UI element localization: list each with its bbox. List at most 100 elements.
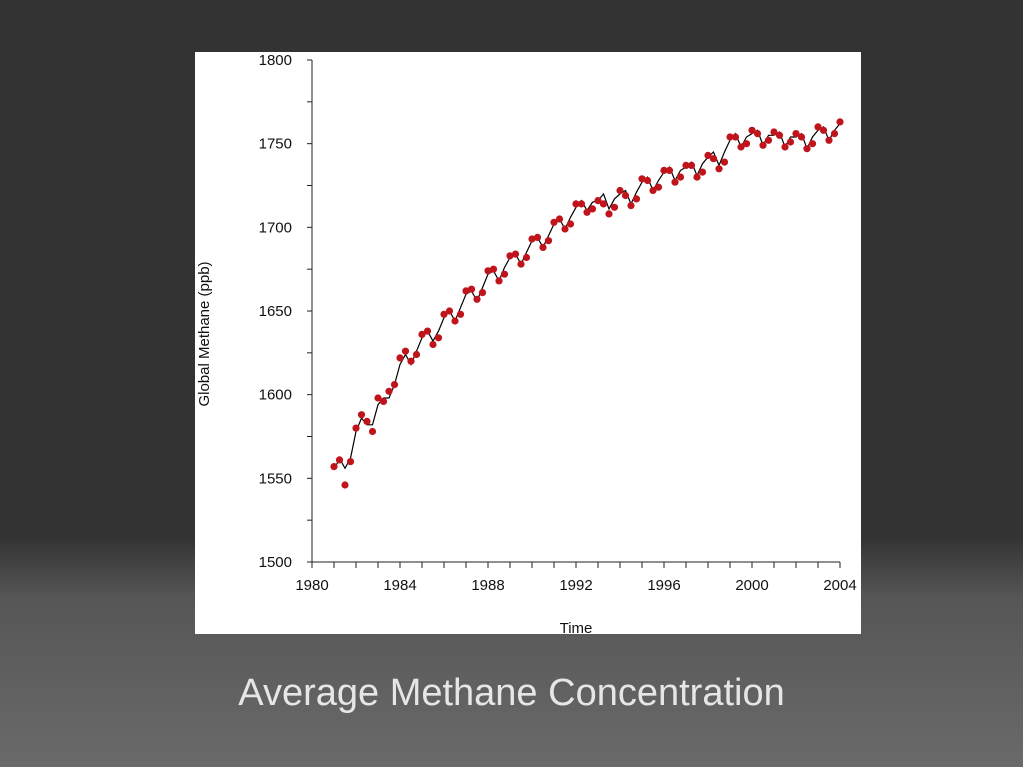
data-point — [418, 330, 426, 338]
data-point — [605, 210, 613, 218]
data-point — [825, 136, 833, 144]
data-point — [781, 143, 789, 151]
data-point — [649, 186, 657, 195]
slide-caption: Average Methane Concentration — [238, 672, 785, 714]
data-point — [759, 141, 767, 149]
data-point — [429, 340, 437, 349]
data-point — [627, 202, 635, 210]
data-point — [698, 168, 707, 176]
x-tick-label: 1992 — [559, 577, 592, 594]
data-point — [676, 173, 685, 181]
data-point — [335, 456, 344, 464]
data-point — [390, 381, 399, 389]
data-point — [588, 205, 597, 213]
trend-line — [333, 123, 841, 471]
data-point — [665, 166, 674, 174]
y-tick-label: 1500 — [259, 554, 292, 571]
data-point — [599, 200, 608, 208]
data-point — [786, 138, 795, 146]
data-point — [484, 267, 492, 275]
x-tick-label: 1988 — [471, 577, 504, 594]
data-point — [726, 133, 734, 141]
data-point — [517, 260, 525, 268]
data-point — [682, 161, 690, 169]
data-point — [374, 394, 382, 402]
data-point — [363, 417, 371, 425]
data-point — [737, 143, 745, 151]
data-point — [385, 387, 393, 395]
y-tick-label: 1600 — [259, 387, 292, 404]
x-axis-title: Time — [560, 620, 593, 634]
data-point — [577, 200, 586, 208]
x-tick-label: 1980 — [295, 577, 328, 594]
data-point — [396, 354, 404, 362]
data-point — [451, 317, 459, 325]
data-point — [621, 191, 630, 200]
data-point — [500, 270, 509, 278]
data-point — [775, 131, 784, 139]
data-point — [533, 233, 542, 241]
y-tick-label: 1700 — [259, 219, 292, 236]
data-point — [401, 347, 410, 355]
methane-chart: 1500 1550 1600 1650 1700 1750 1800 1980 1984 1988… — [196, 52, 857, 634]
data-point — [522, 253, 531, 262]
y-tick-label: 1750 — [259, 136, 292, 153]
data-point — [462, 287, 470, 295]
data-point — [742, 140, 751, 148]
data-point — [594, 197, 602, 205]
data-point — [412, 350, 421, 359]
data-point — [770, 128, 778, 136]
data-point — [610, 203, 619, 211]
data-point — [715, 165, 723, 173]
data-point — [797, 133, 806, 141]
data-point — [753, 130, 762, 138]
data-point — [434, 334, 443, 342]
data-point — [456, 310, 465, 318]
data-point — [423, 327, 432, 335]
data-point — [352, 424, 360, 432]
x-tick-label: 2000 — [735, 577, 768, 594]
x-tick-label: 1984 — [383, 577, 416, 594]
data-point — [731, 133, 740, 141]
data-point — [346, 458, 355, 466]
data-point — [561, 225, 569, 233]
data-point — [440, 310, 448, 318]
data-point — [341, 481, 349, 489]
data-point — [819, 126, 828, 134]
data-point — [550, 218, 558, 226]
data-point — [583, 208, 591, 216]
x-tick-label: 1996 — [647, 577, 680, 594]
data-point — [445, 307, 454, 315]
data-point — [478, 289, 487, 297]
data-point — [379, 397, 388, 405]
data-point — [632, 195, 641, 203]
data-point — [511, 250, 520, 258]
data-point — [803, 145, 811, 153]
data-point — [467, 285, 476, 293]
data-point — [638, 175, 646, 183]
data-point — [368, 427, 377, 436]
data-point — [528, 235, 536, 243]
data-point — [748, 126, 756, 134]
data-point — [671, 178, 679, 186]
data-point — [407, 357, 415, 365]
data-point — [814, 123, 822, 131]
data-point — [473, 295, 481, 303]
data-point — [808, 140, 817, 148]
data-point — [489, 265, 498, 273]
data-point — [720, 158, 729, 166]
data-point — [572, 200, 580, 208]
data-point — [555, 215, 564, 223]
data-point — [506, 252, 514, 260]
chart-panel: 1500 1550 1600 1650 1700 1750 1800 1980 1984 1988… — [195, 52, 861, 634]
data-point — [830, 130, 839, 138]
data-point — [495, 277, 503, 285]
data-point — [539, 243, 547, 251]
data-point — [643, 176, 652, 185]
y-tick-label: 1550 — [259, 470, 292, 487]
data-point — [544, 237, 553, 245]
data-point — [764, 136, 773, 144]
data-point — [709, 155, 718, 163]
y-tick-label: 1650 — [259, 303, 292, 320]
